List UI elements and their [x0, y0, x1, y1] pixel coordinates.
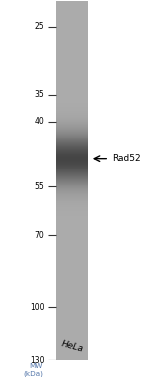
Text: 40: 40 [35, 117, 45, 126]
Text: 130: 130 [30, 356, 45, 365]
Text: HeLa: HeLa [60, 339, 84, 353]
Text: 70: 70 [35, 231, 45, 239]
Text: MW
(kDa): MW (kDa) [23, 363, 43, 377]
Text: Rad52: Rad52 [112, 154, 141, 163]
Text: 55: 55 [35, 182, 45, 191]
Text: 100: 100 [30, 303, 45, 312]
Text: 25: 25 [35, 22, 45, 31]
Text: 35: 35 [35, 90, 45, 99]
Bar [56, 1, 88, 360]
